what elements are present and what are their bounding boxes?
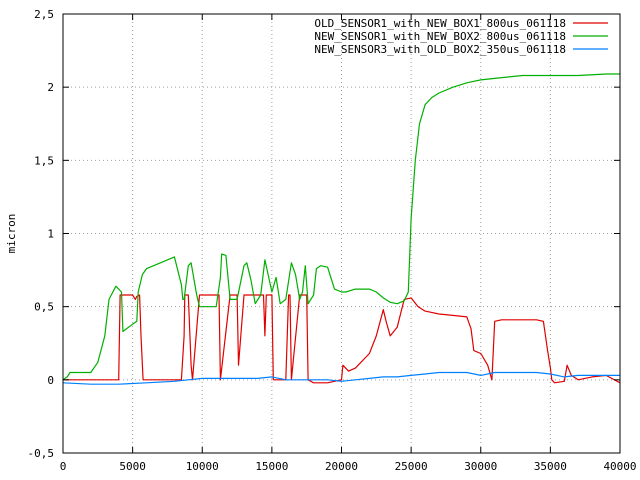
series-line-1 [63,294,621,384]
y-tick-label: -0,5 [28,447,55,460]
series-layer [62,73,621,385]
x-tick-label: 5000 [119,460,146,473]
x-tick-label: 20000 [325,460,358,473]
series-line-2 [62,73,620,381]
series-line-3 [62,371,620,385]
y-tick-label: 2,5 [34,8,54,21]
legend-label: NEW_SENSOR1_with_NEW_BOX2_800us_061118 [314,30,566,43]
y-tick-label: 2 [47,81,54,94]
legend-label: OLD_SENSOR1_with_NEW_BOX1_800us_061118 [314,17,566,30]
y-tick-label: 0,5 [34,301,54,314]
y-axis-label: micron [5,214,18,254]
grid [63,14,620,453]
y-tick-label: 0 [47,374,54,387]
legend: OLD_SENSOR1_with_NEW_BOX1_800us_061118NE… [314,17,608,56]
plot-frame [62,13,621,454]
x-tick-label: 35000 [534,460,567,473]
x-tick-label: 15000 [255,460,288,473]
y-tick-label: 1,5 [34,154,54,167]
legend-label: NEW_SENSOR3_with_OLD_BOX2_350us_061118 [314,43,566,56]
y-tick-label: 1 [47,228,54,241]
x-tick-label: 30000 [464,460,497,473]
x-tick-label: 0 [60,460,67,473]
x-tick-label: 10000 [186,460,219,473]
x-tick-label: 25000 [395,460,428,473]
x-tick-label: 40000 [603,460,636,473]
ticks: 0 5000 10000 15000 20000 25000 30000 35000 40000… [28,8,637,473]
